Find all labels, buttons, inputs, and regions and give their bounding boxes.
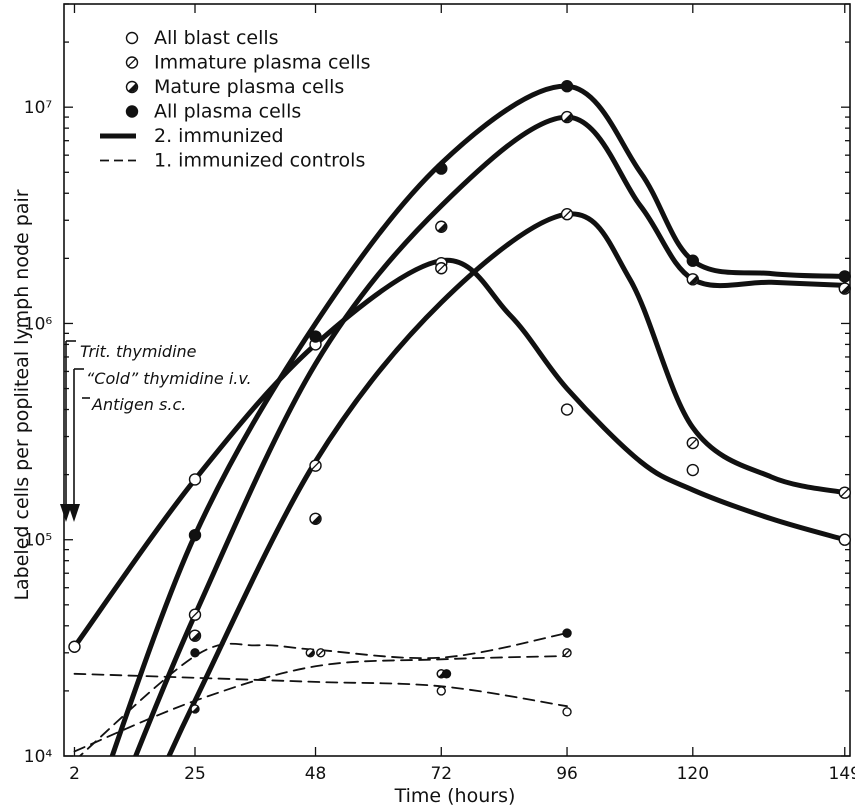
x-tick-label: 25 (184, 764, 206, 784)
y-tick-label: 10⁶ (24, 314, 53, 334)
point-2-immunized-all-plasma-cells (560, 80, 574, 93)
y-tick-label: 10⁴ (24, 747, 53, 767)
point-1-immunized-controls-all-plasma-cells (562, 628, 572, 638)
line-2-immunized-immature-plasma-cells (166, 211, 848, 756)
point-1-immunized-controls-all-plasma-cells (441, 669, 452, 679)
annotation-arrowhead (60, 504, 72, 522)
x-tick-label: 2 (69, 764, 80, 784)
point-2-immunized-all-plasma-cells (838, 270, 851, 283)
x-tick-label: 149 (829, 764, 855, 784)
annotation-arrowhead (68, 504, 80, 522)
point-2-immunized-mature-plasma-cells (309, 512, 322, 525)
legend-label-all-plasma-cells: All plasma cells (154, 101, 301, 123)
legend: All blast cells Immature plasma cellsMatu… (100, 27, 371, 172)
point-2-immunized-all-blast-cells (188, 473, 202, 486)
annotation-antigen: Antigen s.c. (91, 395, 186, 414)
legend-marker-mature-plasma-cells (125, 80, 139, 94)
point-1-immunized-controls-all-blast-cells (436, 686, 446, 696)
point-1-immunized-controls-mature-plasma-cells (190, 704, 200, 714)
point-2-immunized-mature-plasma-cells (686, 273, 699, 286)
point-1-immunized-controls-mature-plasma-cells (305, 648, 315, 658)
plot-border (63, 3, 851, 757)
line-2-immunized-mature-plasma-cells (133, 114, 848, 756)
line-2-immunized-all-blast-cells (72, 257, 848, 650)
legend-marker-all-plasma-cells (125, 105, 139, 118)
x-tick-label: 120 (677, 764, 709, 784)
legend-label-2-immunized: 2. immunized (154, 125, 284, 147)
point-2-immunized-mature-plasma-cells (435, 220, 448, 233)
point-2-immunized-all-blast-cells (686, 463, 699, 477)
annotation-cold-thymidine: “Cold” thymidine i.v. (86, 369, 252, 388)
point-2-immunized-all-blast-cells (838, 533, 851, 546)
point-2-immunized-immature-plasma-cells (686, 436, 699, 450)
legend-label-all-blast-cells: All blast cells (154, 27, 279, 49)
point-2-immunized-mature-plasma-cells (838, 282, 851, 295)
point-2-immunized-mature-plasma-cells (560, 110, 574, 124)
point-2-immunized-immature-plasma-cells (560, 208, 574, 221)
line-1-immunized-controls-mature-plasma-cells (78, 632, 568, 756)
point-1-immunized-controls-immature-plasma-cells (316, 648, 326, 658)
point-2-immunized-all-plasma-cells (435, 162, 448, 175)
y-axis-label: Labeled cells per popliteal lymph node p… (11, 189, 33, 600)
point-2-immunized-immature-plasma-cells (188, 608, 202, 621)
point-2-immunized-immature-plasma-cells (309, 459, 322, 472)
annotation-trit-thymidine: Trit. thymidine (80, 342, 197, 361)
y-tick-label: 10⁵ (24, 531, 52, 551)
line-1-immunized-controls-immature-plasma-cells (73, 655, 568, 753)
y-axis: 10⁴ 10⁵ 10⁶ 10⁷ (24, 3, 850, 767)
point-1-immunized-controls-all-blast-cells (562, 707, 572, 717)
legend-label-immature-plasma-cells: Immature plasma cells (154, 52, 371, 74)
legend-marker-immature-plasma-cells (125, 56, 139, 69)
legend-label-1-immunized-controls: 1. immunized controls (154, 150, 365, 172)
plot-frame (63, 3, 851, 757)
point-2-immunized-mature-plasma-cells (188, 629, 202, 642)
legend-label-mature-plasma-cells: Mature plasma cells (154, 76, 344, 98)
point-2-immunized-all-blast-cells (560, 403, 574, 416)
injection-annotation: Trit. thymidine “Cold” thymidine i.v. An… (60, 340, 252, 522)
point-2-immunized-all-plasma-cells (309, 330, 322, 343)
x-tick-label: 72 (430, 764, 452, 784)
x-axis: 2 25 48 72 96 120 149 (69, 4, 855, 784)
series-markers (68, 80, 851, 717)
point-2-immunized-all-plasma-cells (686, 254, 699, 267)
line-1-immunized-controls-all-blast-cells (73, 672, 568, 708)
legend-marker-all-blast-cells (125, 31, 139, 45)
point-2-immunized-all-blast-cells (68, 640, 81, 653)
point-2-immunized-all-plasma-cells (188, 528, 202, 542)
x-tick-label: 96 (556, 764, 578, 784)
y-tick-label: 10⁷ (24, 98, 53, 118)
point-2-immunized-immature-plasma-cells (435, 262, 448, 275)
x-axis-label: Time (hours) (394, 785, 516, 807)
point-1-immunized-controls-all-plasma-cells (190, 648, 200, 658)
series-lines (72, 83, 848, 756)
x-tick-label: 48 (305, 764, 327, 784)
point-1-immunized-controls-immature-plasma-cells (562, 648, 572, 658)
point-2-immunized-immature-plasma-cells (838, 486, 851, 499)
